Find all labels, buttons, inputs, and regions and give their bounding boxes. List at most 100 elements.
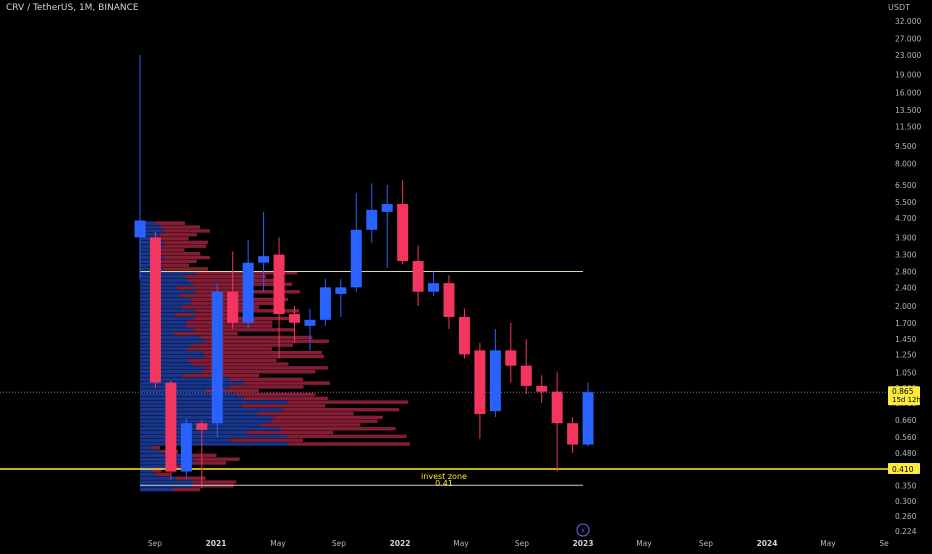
price-tick-label: 2.000	[895, 302, 917, 311]
vp-bar-down	[160, 233, 198, 237]
price-tick-label: 13.500	[895, 106, 921, 115]
vp-bar-down	[186, 347, 272, 351]
vp-bar-down	[163, 244, 207, 248]
vp-bar-up	[140, 377, 230, 381]
price-tick-label: 1.700	[895, 319, 917, 328]
vp-bar-up	[140, 229, 165, 233]
vp-bar-up	[140, 225, 162, 229]
price-tick-label: 9.500	[895, 142, 917, 151]
vp-bar-down	[244, 381, 330, 385]
candle-body	[258, 256, 270, 263]
vp-bar-down	[174, 312, 238, 317]
vp-bar-down	[156, 472, 170, 477]
time-tick-label: 2024	[757, 539, 778, 548]
vp-bar-up	[140, 468, 152, 473]
price-tick-label: 0.350	[895, 481, 917, 490]
vp-bar-up	[140, 487, 173, 492]
vp-bar-down	[282, 408, 400, 412]
vp-bar-down	[206, 339, 329, 343]
candle-body	[489, 350, 501, 412]
vp-bar-down	[159, 259, 197, 264]
vp-bar-up	[140, 476, 177, 480]
candle-body	[474, 350, 486, 415]
vp-bar-up	[140, 472, 157, 477]
candle-body	[350, 229, 362, 288]
vp-bar-down	[182, 453, 217, 458]
vp-bar-up	[140, 453, 183, 458]
vp-bar-up	[140, 339, 207, 343]
vp-bar-down	[184, 274, 267, 279]
vp-bar-down	[191, 484, 234, 488]
vp-bar-up	[140, 328, 195, 332]
vp-bar-down	[200, 335, 313, 340]
vp-bar-down	[157, 263, 190, 267]
vp-bar-up	[140, 446, 152, 450]
price-tick-label: 23.000	[895, 51, 921, 60]
time-tick-label: Se	[879, 539, 889, 548]
price-tick-label: 4.700	[895, 214, 917, 223]
price-tick-label: 19.000	[895, 71, 921, 80]
vp-bar-down	[176, 286, 245, 290]
vp-bar-down	[187, 358, 277, 362]
price-tick-label: 3.300	[895, 251, 917, 260]
vp-bar-up	[140, 484, 192, 488]
price-tick-label: 3.900	[895, 233, 917, 242]
vp-bar-up	[140, 442, 289, 446]
candle-body	[180, 423, 192, 472]
time-tick-label: Sep	[515, 539, 529, 548]
vp-bar-up	[140, 347, 187, 351]
candle-body	[397, 203, 409, 262]
vp-bar-down	[191, 362, 289, 366]
price-axis[interactable]: 32.000 27.000 23.000 19.000 16.000 13.500 11.5…	[888, 17, 921, 536]
vp-bar-down	[205, 389, 259, 393]
time-tick-label: 2023	[573, 539, 594, 548]
time-tick-label: May	[636, 539, 652, 548]
vp-bar-up	[140, 404, 242, 408]
vp-bar-down	[176, 476, 206, 480]
vp-bar-up	[140, 354, 205, 359]
time-axis[interactable]: Sep 2021 May Sep 2022 May Sep 2023 May Sep 2024 May…	[148, 539, 889, 548]
time-tick-label: 2022	[390, 539, 411, 548]
vp-bar-down	[287, 400, 409, 404]
vp-bar-down	[201, 369, 316, 374]
vp-bar-up	[140, 301, 191, 305]
vp-bar-down	[204, 354, 325, 359]
vp-bar-up	[140, 335, 201, 340]
symbol-header[interactable]: CRV / TetherUS, 1M, BINANCE	[6, 3, 139, 13]
vp-bar-up	[140, 430, 247, 435]
vp-bar-down	[164, 255, 210, 260]
vp-bar-up	[140, 396, 244, 401]
price-tick-label: 0.660	[895, 416, 917, 425]
vp-bar-up	[140, 248, 156, 252]
vp-bar-up	[140, 271, 196, 275]
vp-bar-up	[140, 381, 245, 385]
price-tick-label: 0.260	[895, 512, 917, 521]
vp-bar-down	[151, 446, 161, 450]
vp-bar-down	[229, 385, 304, 389]
zone-price-label: 0.410	[892, 465, 914, 474]
vp-bar-up	[140, 350, 204, 355]
vp-bar-down	[174, 331, 238, 336]
vp-bar-up	[140, 274, 185, 279]
vp-bar-down	[157, 236, 189, 241]
candle-body	[196, 423, 208, 430]
vp-bar-up	[140, 369, 202, 374]
current-price-badge	[888, 386, 920, 406]
candle-body	[165, 382, 177, 472]
vp-bar-down	[243, 396, 329, 401]
vp-bar-up	[140, 358, 188, 362]
vp-bar-up	[140, 385, 230, 389]
vp-bar-down	[166, 465, 189, 469]
vp-bar-up	[140, 316, 195, 321]
candle-body	[242, 262, 254, 323]
vp-bar-up	[140, 297, 192, 302]
time-tick-label: May	[270, 539, 286, 548]
vp-bar-up	[140, 480, 194, 484]
vp-bar-up	[140, 465, 167, 469]
candle-body	[412, 261, 424, 292]
vp-bar-up	[140, 290, 196, 294]
vp-bar-up	[140, 282, 194, 286]
